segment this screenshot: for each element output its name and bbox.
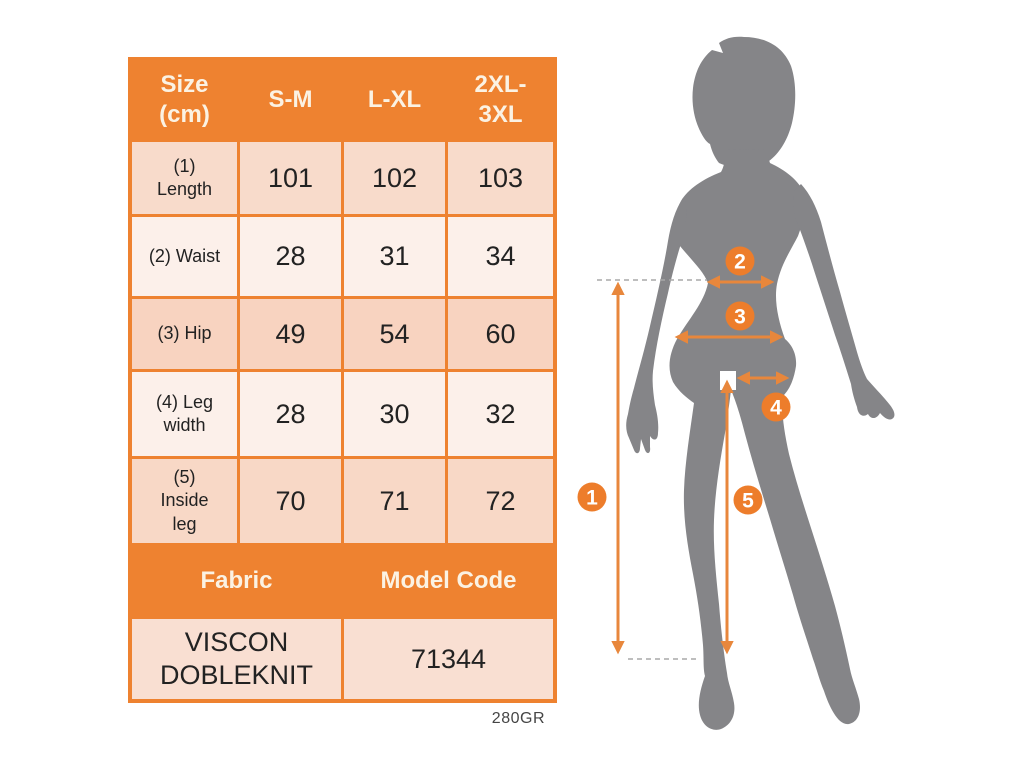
inside-leg-s-m: 70 [240,459,341,543]
inside-leg-2xl-3xl: 72 [448,459,553,543]
marker-4-number: 4 [770,397,782,420]
length-2xl-3xl: 103 [448,142,553,214]
silhouette-torso-legs [669,149,860,730]
row-label-length: (1) Length [132,142,237,214]
length-l-xl: 102 [344,142,445,214]
row-label-inside-leg: (5) Inside leg [132,459,237,543]
marker-2-badge [725,246,755,276]
inside-leg-l-xl: 71 [344,459,445,543]
marker-5-number: 5 [742,490,754,513]
model-code-value: 71344 [344,619,553,699]
fabric-header: Fabric [132,546,341,616]
leg-width-2xl-3xl: 32 [448,372,553,456]
waist-l-xl: 31 [344,217,445,296]
waist-s-m: 28 [240,217,341,296]
size-table: Size (cm) S-M L-XL 2XL- 3XL (1) Length 1… [128,57,557,703]
length-s-m: 101 [240,142,341,214]
hip-l-xl: 54 [344,299,445,369]
col-header-l-xl: L-XL [344,61,445,139]
hip-s-m: 49 [240,299,341,369]
waist-2xl-3xl: 34 [448,217,553,296]
silhouette-head [692,36,796,169]
marker-1-badge [577,482,607,512]
model-code-header: Model Code [344,546,553,616]
marker-4-badge [761,392,791,422]
leg-width-l-xl: 30 [344,372,445,456]
marker-2-number: 2 [734,251,746,274]
hip-2xl-3xl: 60 [448,299,553,369]
measurement-arrows [611,275,790,655]
marker-1-number: 1 [586,487,598,510]
silhouette-right-arm [793,184,895,420]
marker-5-badge [733,485,763,515]
body-silhouette [626,36,895,730]
col-header-2xl-3xl: 2XL- 3XL [448,61,553,139]
col-header-s-m: S-M [240,61,341,139]
row-label-leg-width: (4) Leg width [132,372,237,456]
silhouette-left-arm [626,198,687,454]
row-label-waist: (2) Waist [132,217,237,296]
marker-3-badge [725,301,755,331]
fabric-value: VISCON DOBLEKNIT [132,619,341,699]
marker-3-number: 3 [734,306,746,329]
row-label-hip: (3) Hip [132,299,237,369]
leg-width-s-m: 28 [240,372,341,456]
measurement-badges: 1 2 3 4 5 [577,246,791,515]
weight-note: 280GR [491,710,545,727]
table-corner-header: Size (cm) [132,61,237,139]
